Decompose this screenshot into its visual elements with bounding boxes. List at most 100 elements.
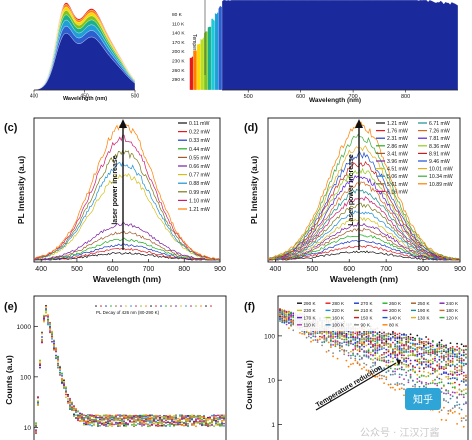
panel-f-decay-point [283,311,286,314]
panel-f-decay-point [420,382,423,385]
panel-f-decay-point [350,336,352,338]
panel-f-decay-point [436,382,439,385]
panel-e: (e) 10 100 1000 Counts (a.u) PL Decay of 4… [4,295,227,440]
panel-e-decay-point [135,419,137,421]
panel-f-decay-point [436,343,439,345]
panel-e-decay-point [135,424,137,427]
panel-f-decay-point [462,389,465,391]
panel-e-decay-point [189,417,191,420]
panel-f-decay-point [292,329,295,332]
panel-f-decay-point [338,336,341,338]
panel-a-legend-entry: 260 K [172,68,185,74]
panel-f-decay-point [367,348,370,351]
panel-f-decay-point [462,374,465,377]
panel-f-decay-point [288,315,290,318]
panel-f-decay-point [376,339,379,342]
panel-f-decay-point [443,358,445,360]
panel-f-decay-point [383,367,385,370]
panel-f-decay-point [383,351,385,354]
panel-f-decay-point [283,317,286,320]
panel-a-x-tick: 500 [131,94,140,100]
panel-f-decay-point [389,373,392,376]
panel-e-decay-point [119,419,121,422]
panel-d-x-tick: 600 [343,266,355,273]
panel-f-decay-point [400,374,403,376]
panel-f-decay-point [416,363,419,366]
panel-e-decay-point [131,415,133,417]
panel-e-decay-point [81,419,83,421]
panel-f-decay-point [443,344,445,347]
panel-e-decay-point [149,420,151,422]
panel-f-decay-point [423,340,425,343]
panel-e-decay-point [201,420,203,422]
panel-f-decay-point [458,383,461,386]
panel-f-decay-point [374,342,377,345]
panel-e-decay-point [119,415,121,418]
panel-e-decay-point [151,421,153,424]
panel-f-decay-point [445,400,447,402]
panel-f-decay-point [460,417,463,420]
panel-e-decay-point [67,395,69,397]
panel-f-decay-point [414,371,416,374]
panel-f-decay-point [394,373,396,375]
panel-f-decay-point [374,375,377,378]
panel-f-decay-point [458,361,461,363]
panel-e-decay-point [219,414,221,417]
panel-e-decay-point [119,414,121,417]
panel-f-legend-entry: 260 K [389,301,402,306]
panel-f-decay-point [451,357,454,360]
panel-f-decay-point [458,359,461,362]
panel-e-decay-point [173,424,175,426]
panel-e-decay-point [107,416,109,419]
panel-e-decay-point [193,424,195,426]
panel-e-legend-dot [160,305,162,307]
panel-d-series-line [267,121,461,261]
panel-e-decay-point [187,415,189,418]
panel-e-decay-point [135,420,137,423]
panel-e-decay-point [217,421,219,424]
panel-e-decay-point [205,419,207,421]
panel-f-decay-point [465,362,467,365]
panel-f-decay-point [427,338,430,341]
panel-e-decay-point [175,416,177,419]
panel-f-decay-point [445,389,447,391]
panel-e-decay-point [99,420,101,422]
panel-f-decay-point [458,369,461,372]
panel-f-decay-point [436,364,439,367]
panel-e-decay-point [47,318,49,321]
panel-f-decay-point [394,347,396,350]
panel-f-decay-point [403,344,405,347]
panel-e-decay-point [187,423,189,425]
panel-f-decay-point [427,375,430,377]
panel-e-decay-point [141,421,143,424]
panel-f-decay-point [398,373,401,376]
panel-f-decay-point [443,384,445,387]
panel-f-decay-point [338,341,341,344]
panel-f-decay-point [447,382,450,385]
panel-e-decay-point [213,425,215,427]
panel-f-decay-point [443,359,445,362]
panel-f-decay-point [389,337,392,340]
panel-f-decay-point [451,371,454,373]
panel-e-decay-point [171,422,173,425]
panel-f-decay-point [398,388,401,391]
panel-f-decay-point [281,309,284,311]
panel-f-decay-point [447,357,450,360]
panel-e-decay-point [61,374,63,377]
panel-d-legend-entry: 3.96 mW [387,159,408,165]
panel-f-decay-point [341,345,343,348]
panel-e-legend-dot [185,305,187,307]
panel-f-decay-point [389,354,392,356]
panel-f-decay-point [374,334,377,337]
panel-f-decay-point [285,317,288,320]
panel-d-x-tick: 400 [270,266,282,273]
panel-f-decay-point [358,333,361,336]
panel-f-decay-point [398,345,401,348]
panel-f-decay-point [443,355,445,358]
panel-f-decay-point [319,335,321,338]
panel-f-decay-point [374,347,377,350]
panel-f-decay-point [365,350,368,353]
panel-e-decay-point [157,415,159,417]
panel-e-decay-point [67,398,69,400]
panel-f-decay-point [429,366,432,368]
